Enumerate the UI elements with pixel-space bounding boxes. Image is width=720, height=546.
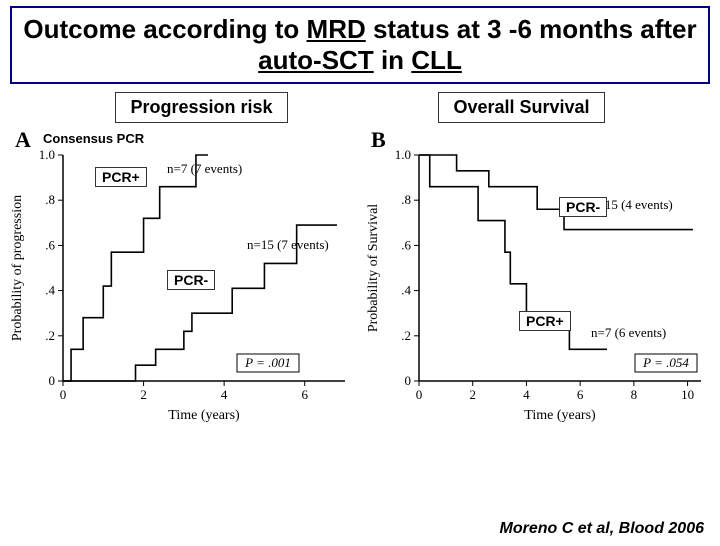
svg-text:0: 0	[416, 387, 423, 402]
svg-text:4: 4	[221, 387, 228, 402]
svg-text:.4: .4	[45, 283, 55, 298]
svg-text:Probability of Survival: Probability of Survival	[366, 204, 381, 332]
svg-text:1.0: 1.0	[39, 149, 55, 162]
page-title: Outcome according to MRD status at 3 -6 …	[20, 14, 700, 76]
svg-text:0: 0	[60, 387, 67, 402]
charts-row: A Consensus PCR 0.2.4.6.81.00246Time (ye…	[4, 125, 716, 425]
svg-text:.6: .6	[401, 238, 411, 253]
svg-text:1.0: 1.0	[395, 149, 411, 162]
svg-text:.8: .8	[401, 193, 411, 208]
svg-text:.2: .2	[45, 328, 55, 343]
svg-text:4: 4	[523, 387, 530, 402]
citation: Moreno C et al, Blood 2006	[500, 520, 704, 538]
label-pcr-plus-a: PCR+	[95, 167, 147, 187]
svg-text:P = .001: P = .001	[244, 355, 291, 370]
label-pcr-minus-b: PCR-	[559, 197, 607, 217]
svg-text:2: 2	[469, 387, 476, 402]
svg-text:6: 6	[577, 387, 584, 402]
svg-text:8: 8	[631, 387, 638, 402]
svg-text:Time (years): Time (years)	[168, 408, 240, 423]
label-pcr-plus-b: PCR+	[519, 311, 571, 331]
svg-text:Probability of progression: Probability of progression	[10, 195, 25, 341]
svg-text:.2: .2	[401, 328, 411, 343]
svg-text:.4: .4	[401, 283, 411, 298]
svg-text:n=7 (6 events): n=7 (6 events)	[591, 325, 666, 340]
svg-text:n=15 (7 events): n=15 (7 events)	[247, 237, 329, 252]
svg-text:.6: .6	[45, 238, 55, 253]
title-box: Outcome according to MRD status at 3 -6 …	[10, 6, 710, 84]
svg-text:P = .054: P = .054	[642, 355, 689, 370]
svg-text:0: 0	[49, 373, 56, 388]
panel-b: B 0.2.4.6.81.00246810Time (years)Probabi…	[363, 125, 713, 425]
consensus-label: Consensus PCR	[43, 131, 144, 146]
svg-text:10: 10	[681, 387, 694, 402]
panel-a: A Consensus PCR 0.2.4.6.81.00246Time (ye…	[7, 125, 357, 425]
svg-text:6: 6	[301, 387, 308, 402]
label-pcr-minus-a: PCR-	[167, 270, 215, 290]
subheads-row: Progression risk Overall Survival	[40, 92, 680, 123]
svg-text:2: 2	[140, 387, 147, 402]
svg-text:n=7 (7 events): n=7 (7 events)	[167, 161, 242, 176]
chart-b-svg: 0 .2 .4 .6 .8 1.0 0 2 4 6 8 10 Time (years) Probabili…	[363, 149, 713, 425]
svg-text:.8: .8	[45, 193, 55, 208]
svg-text:Time (years): Time (years)	[524, 408, 596, 423]
svg-text:0: 0	[405, 373, 412, 388]
subhead-left: Progression risk	[115, 92, 287, 123]
subhead-right: Overall Survival	[438, 92, 604, 123]
